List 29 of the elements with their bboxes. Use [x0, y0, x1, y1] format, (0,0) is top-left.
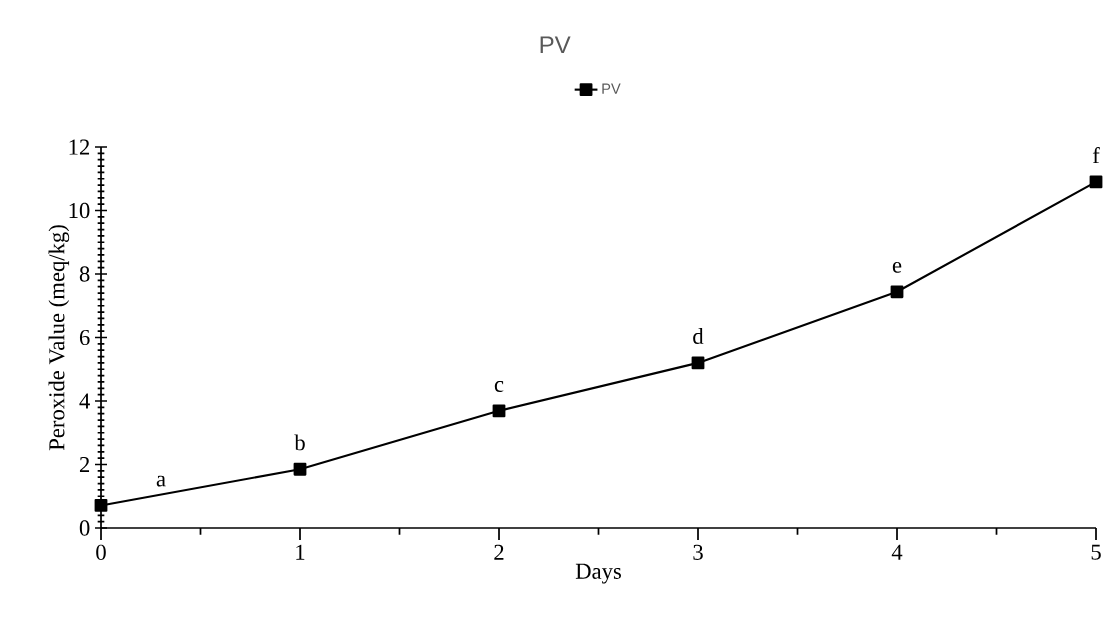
annotation: b	[294, 434, 305, 451]
x-tick-label: 1	[296, 544, 305, 560]
legend-label: PV	[602, 83, 621, 94]
y-tick-label: 8	[79, 266, 90, 282]
point	[293, 462, 307, 476]
y-tick-label: 2	[79, 456, 90, 472]
point	[492, 404, 506, 418]
x-tick-label: 5	[1091, 544, 1101, 560]
y-tick-label: 4	[79, 393, 90, 409]
point	[691, 356, 705, 370]
y-tick-label: 12	[69, 139, 90, 155]
y-tick-label: 0	[79, 520, 90, 536]
y-tick-label: 10	[69, 202, 90, 219]
x-tick-label: 3	[693, 544, 703, 560]
chart-title: PV	[540, 36, 571, 53]
annotation: d	[693, 328, 704, 344]
y-tick-label: 6	[79, 329, 90, 346]
annotation: f	[1092, 147, 1100, 163]
x-tick-label: 0	[96, 544, 106, 561]
annotation: a	[156, 475, 166, 487]
y-axis-title: Peroxide Value (meq/kg)	[48, 225, 70, 451]
point	[94, 499, 108, 512]
point	[890, 285, 904, 299]
x-axis-title: Days	[575, 563, 621, 584]
point	[1089, 175, 1103, 189]
x-tick-label: 2	[494, 544, 504, 560]
x-tick-label: 4	[891, 544, 903, 560]
annotation: e	[892, 261, 902, 273]
annotation: c	[494, 381, 504, 392]
